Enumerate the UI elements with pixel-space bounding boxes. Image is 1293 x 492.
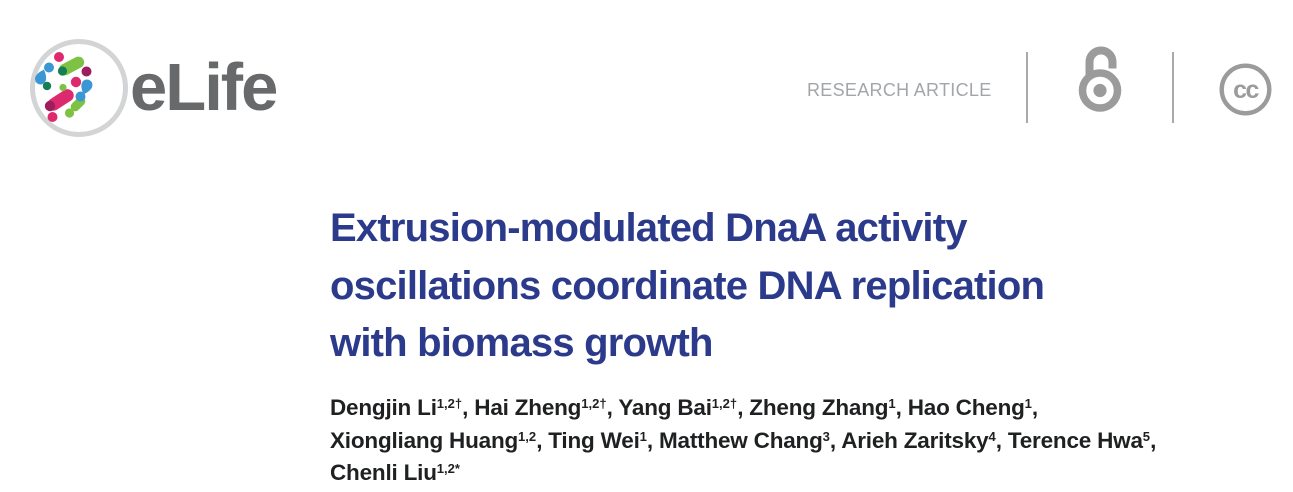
article-title: Extrusion-modulated DnaA activity oscill… bbox=[330, 200, 1220, 373]
title-line-1: Extrusion-modulated DnaA activity bbox=[330, 206, 967, 250]
author-affiliation-sup: 1 bbox=[888, 396, 896, 412]
author: Arieh Zaritsky4, bbox=[841, 428, 1008, 453]
author: Yang Bai1,2†, bbox=[618, 395, 749, 420]
article-type-label: RESEARCH ARTICLE bbox=[807, 80, 992, 100]
author-separator: , bbox=[1150, 427, 1157, 453]
author-affiliation-sup: 1,2† bbox=[436, 396, 463, 412]
author: Matthew Chang3, bbox=[659, 428, 841, 453]
author-name: Ting Wei bbox=[548, 427, 640, 453]
author-separator: , bbox=[1031, 395, 1038, 420]
author-name: Chenli Liu bbox=[330, 460, 437, 485]
author-affiliation-sup: 1,2* bbox=[436, 461, 460, 477]
header-divider bbox=[1026, 52, 1028, 123]
author-list: Dengjin Li1,2†, Hai Zheng1,2†, Yang Bai1… bbox=[330, 393, 1220, 491]
header-divider bbox=[1172, 52, 1174, 123]
author-name: Yang Bai bbox=[618, 395, 712, 420]
author-affiliation-sup: 5 bbox=[1142, 428, 1151, 444]
author: Zheng Zhang1, bbox=[749, 395, 907, 420]
author-name: Zheng Zhang bbox=[749, 395, 889, 420]
author-separator: , bbox=[606, 395, 619, 420]
author-affiliation-sup: 4 bbox=[988, 428, 996, 444]
elife-brand: eLife bbox=[28, 38, 278, 138]
author: Xiongliang Huang1,2, bbox=[330, 428, 548, 453]
author-affiliation-sup: 1 bbox=[639, 428, 647, 444]
title-line-2: oscillations coordinate DNA replication bbox=[330, 263, 1045, 308]
author-separator: , bbox=[462, 395, 475, 420]
open-access-lock-icon bbox=[1078, 46, 1122, 112]
author-name: Arieh Zaritsky bbox=[841, 427, 989, 453]
author-affiliation-sup: 3 bbox=[822, 428, 830, 444]
author-affiliation-sup: 1 bbox=[1024, 396, 1032, 412]
author: Terence Hwa5, bbox=[1008, 428, 1156, 453]
author-name: Hao Cheng bbox=[907, 395, 1025, 420]
author-affiliation-sup: 1,2 bbox=[518, 428, 537, 444]
elife-logo-icon bbox=[30, 39, 128, 137]
author-name: Matthew Chang bbox=[659, 427, 823, 453]
author-separator: , bbox=[895, 395, 908, 420]
creative-commons-cc-icon: cc bbox=[1219, 63, 1272, 116]
author: Hao Cheng1, bbox=[908, 395, 1038, 420]
author-separator: , bbox=[829, 427, 842, 453]
elife-wordmark: eLife bbox=[130, 50, 278, 125]
author-separator: , bbox=[646, 427, 659, 453]
author-separator: , bbox=[995, 427, 1008, 453]
author-separator: , bbox=[737, 395, 750, 420]
author: Chenli Liu1,2* bbox=[330, 460, 460, 485]
author-name: Terence Hwa bbox=[1007, 427, 1143, 453]
author-separator: , bbox=[536, 427, 549, 453]
author-name: Hai Zheng bbox=[474, 395, 582, 420]
author-name: Xiongliang Huang bbox=[330, 427, 519, 453]
author-affiliation-sup: 1,2† bbox=[711, 396, 738, 412]
title-line-3: with biomass growth bbox=[330, 321, 713, 365]
author: Hai Zheng1,2†, bbox=[474, 395, 618, 420]
author-name: Dengjin Li bbox=[330, 395, 437, 420]
author: Ting Wei1, bbox=[548, 428, 659, 453]
author-affiliation-sup: 1,2† bbox=[581, 396, 607, 412]
cc-letters: cc bbox=[1233, 76, 1259, 104]
author: Dengjin Li1,2†, bbox=[330, 395, 474, 420]
